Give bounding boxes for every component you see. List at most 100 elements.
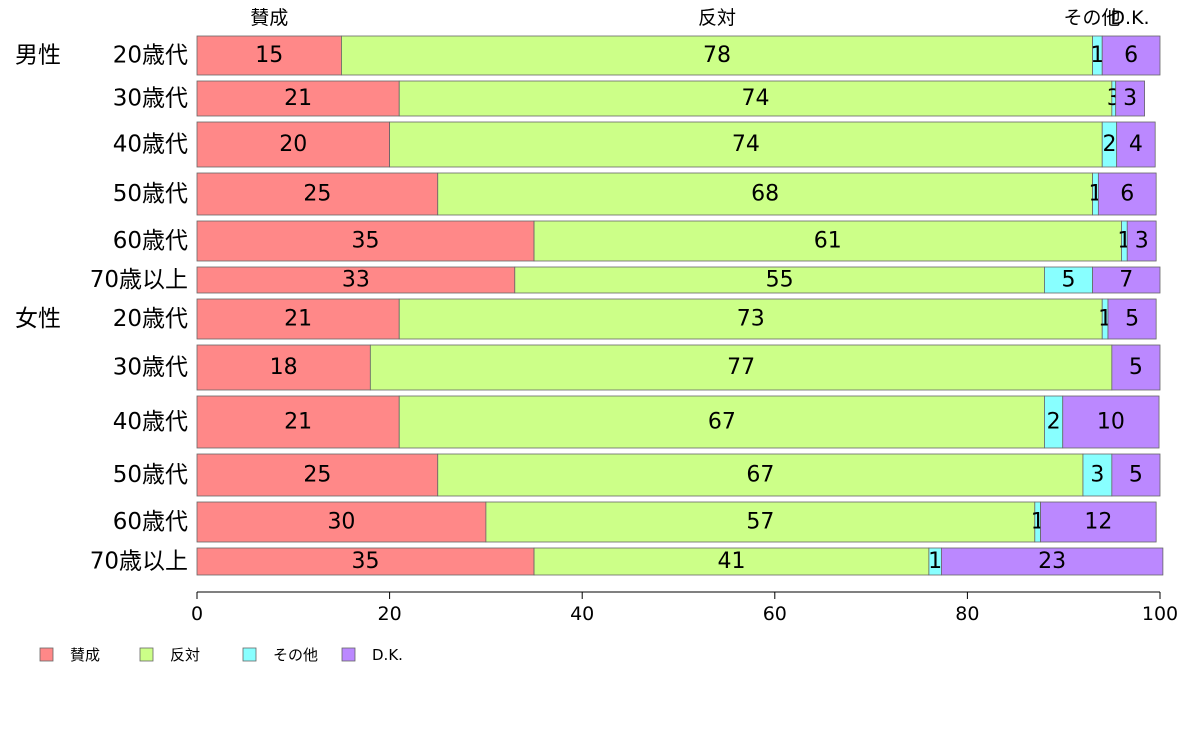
bar-segment — [196, 80, 400, 117]
category-label: 70歳以上 — [90, 267, 188, 293]
data-label: 6 — [1120, 182, 1134, 207]
category-label: 30歳代 — [113, 86, 188, 112]
data-label: 6 — [1124, 43, 1138, 68]
data-label: 21 — [284, 86, 312, 111]
category-label: 20歳代 — [113, 43, 188, 69]
x-tick-label: 80 — [955, 603, 979, 625]
category-label: 40歳代 — [113, 132, 188, 158]
column-label: その他 — [1063, 7, 1120, 29]
bar-segment — [1126, 220, 1157, 262]
data-label: 18 — [270, 355, 298, 380]
data-label: 3 — [1090, 463, 1104, 488]
data-label: 10 — [1097, 410, 1125, 435]
data-label: 73 — [737, 307, 765, 332]
data-label: 61 — [814, 229, 842, 254]
data-label: 2 — [1047, 410, 1061, 435]
legend-label: 反対 — [170, 646, 200, 664]
column-label: 反対 — [698, 7, 736, 29]
category-label: 70歳以上 — [90, 549, 188, 575]
bar-segment — [1040, 501, 1157, 543]
data-label: 74 — [742, 86, 770, 111]
category-label: 60歳代 — [113, 509, 188, 535]
data-label: 3 — [1123, 86, 1137, 111]
bar-segment — [398, 395, 1045, 449]
bar-segment — [398, 80, 1113, 117]
data-label: 20 — [279, 132, 307, 157]
data-label: 21 — [284, 307, 312, 332]
data-label: 3 — [1135, 229, 1149, 254]
data-label: 78 — [703, 43, 731, 68]
data-label: 25 — [303, 182, 331, 207]
data-label: 55 — [766, 268, 794, 293]
bar-segment — [196, 344, 371, 391]
bar-segment — [1082, 453, 1113, 497]
bar-segment — [196, 172, 439, 216]
x-tick-label: 40 — [570, 603, 594, 625]
data-label: 67 — [746, 463, 774, 488]
data-label: 5 — [1129, 355, 1143, 380]
bar-segment — [196, 266, 516, 294]
data-label: 35 — [352, 229, 380, 254]
legend-label: D.K. — [372, 646, 403, 664]
bar-segment — [1092, 266, 1161, 294]
data-label: 5 — [1125, 307, 1139, 332]
data-label: 67 — [708, 410, 736, 435]
data-label: 2 — [1102, 132, 1116, 157]
bar-segment — [196, 298, 400, 340]
data-label: 41 — [717, 549, 745, 574]
data-label: 4 — [1129, 132, 1143, 157]
data-label: 33 — [342, 268, 370, 293]
bar-segment — [1044, 266, 1093, 294]
bar-segment — [1111, 344, 1161, 391]
category-label: 30歳代 — [113, 355, 188, 381]
data-label: 12 — [1084, 510, 1112, 535]
bar-segment — [1116, 121, 1156, 168]
bar-segment — [369, 344, 1113, 391]
data-label: 23 — [1038, 549, 1066, 574]
bar-segment — [389, 121, 1103, 168]
category-label: 50歳代 — [113, 462, 188, 488]
column-label: 賛成 — [250, 7, 288, 29]
data-label: 1 — [928, 549, 942, 574]
bar-segment — [1101, 35, 1161, 76]
data-label: 5 — [1062, 268, 1076, 293]
bar-segment — [1097, 172, 1157, 216]
data-label: 30 — [327, 510, 355, 535]
legend-label: 賛成 — [70, 646, 100, 664]
bar-segment — [1062, 395, 1160, 449]
data-label: 5 — [1129, 463, 1143, 488]
bar-segment — [1115, 80, 1145, 117]
bar-segment — [196, 395, 400, 449]
x-tick-label: 60 — [763, 603, 787, 625]
bar-segment — [196, 501, 487, 543]
group-label: 女性 — [15, 306, 61, 332]
bar-segment — [437, 172, 1093, 216]
data-label: 25 — [303, 463, 331, 488]
x-tick-label: 20 — [378, 603, 402, 625]
data-label: 15 — [255, 43, 283, 68]
data-label: 77 — [727, 355, 755, 380]
bar-segment — [398, 298, 1103, 340]
category-label: 60歳代 — [113, 228, 188, 254]
column-label: D.K. — [1110, 7, 1149, 29]
bar-segment — [1107, 298, 1157, 340]
x-tick-label: 100 — [1142, 603, 1178, 625]
legend-swatch — [341, 647, 356, 662]
bar-segment — [940, 547, 1164, 576]
group-label: 男性 — [15, 43, 61, 69]
bar-segment — [341, 35, 1093, 76]
bar-segment — [514, 266, 1045, 294]
data-label: 7 — [1119, 268, 1133, 293]
legend-swatch — [39, 647, 54, 662]
bar-segment — [1111, 453, 1161, 497]
category-label: 40歳代 — [113, 409, 188, 435]
x-tick-label: 0 — [191, 603, 203, 625]
category-label: 50歳代 — [113, 181, 188, 207]
bar-segment — [533, 547, 930, 576]
data-label: 35 — [352, 549, 380, 574]
legend-swatch — [242, 647, 257, 662]
data-label: 68 — [751, 182, 779, 207]
bar-segment — [437, 453, 1084, 497]
bar-segment — [196, 453, 439, 497]
